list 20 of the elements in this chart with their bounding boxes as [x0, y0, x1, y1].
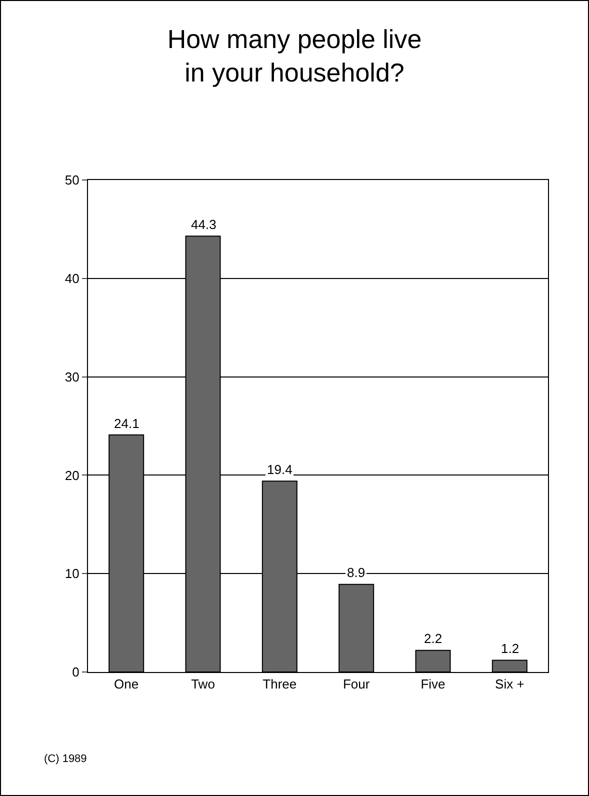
y-tick-label: 40 [64, 270, 80, 286]
data-label: 2.2 [424, 631, 442, 646]
x-tick-label: Six + [495, 676, 524, 692]
data-label: 19.4 [267, 462, 292, 477]
y-tick-label: 20 [64, 468, 80, 483]
x-tick-label: One [114, 676, 139, 692]
chart-title: How many people live in your household? [167, 24, 422, 88]
data-label: 44.3 [191, 217, 216, 232]
y-tick-label: 10 [64, 566, 80, 582]
y-tick-label: 30 [64, 369, 80, 384]
text: (C) 1989 [44, 753, 87, 765]
x-tick-label: Five [420, 676, 446, 692]
x-tick-label: Two [191, 676, 215, 692]
y-tick-label: 50 [64, 172, 80, 188]
data-label: 8.9 [347, 565, 366, 580]
data-label: 1.2 [501, 641, 520, 656]
y-tick-label: 0 [72, 664, 80, 680]
data-label: 24.1 [114, 416, 140, 431]
x-tick-label: Three [262, 676, 297, 692]
x-tick-label: Four [342, 676, 370, 692]
